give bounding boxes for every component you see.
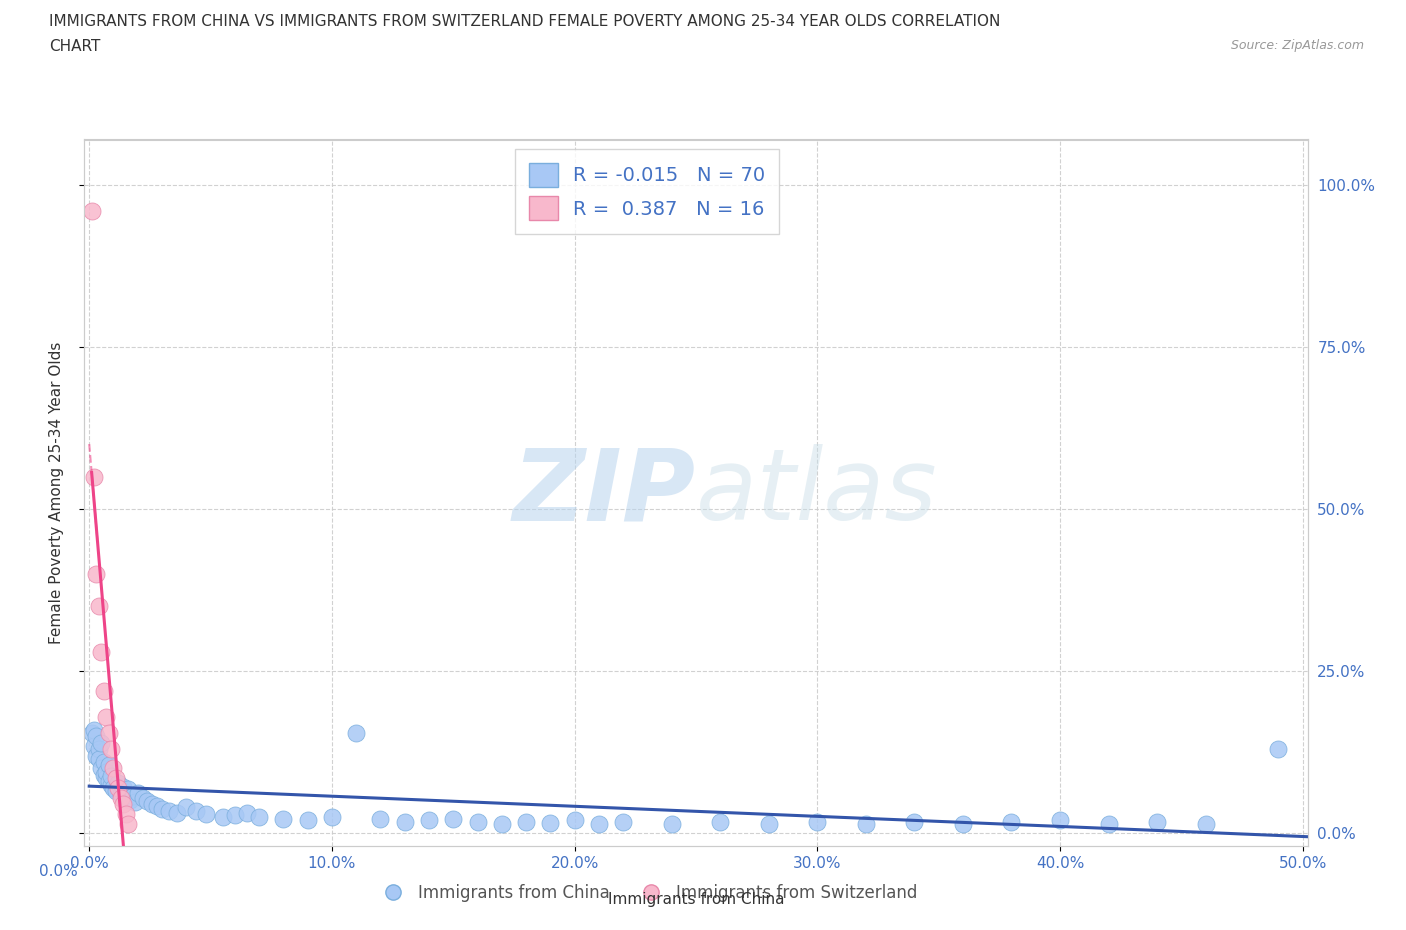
Text: CHART: CHART bbox=[49, 39, 101, 54]
Point bbox=[90, 735, 112, 750]
Point bbox=[224, 808, 246, 823]
Point bbox=[97, 758, 120, 773]
Point bbox=[1195, 817, 1218, 831]
Point bbox=[157, 804, 180, 818]
Point bbox=[86, 748, 108, 763]
Point bbox=[491, 817, 513, 831]
Point bbox=[538, 816, 561, 830]
Point bbox=[93, 767, 115, 782]
Point bbox=[83, 738, 105, 753]
Point bbox=[117, 782, 139, 797]
Point bbox=[127, 786, 149, 801]
Point bbox=[87, 751, 110, 766]
Point bbox=[83, 470, 105, 485]
Point bbox=[1097, 817, 1119, 831]
Point bbox=[107, 776, 129, 790]
Point bbox=[184, 804, 207, 818]
Point bbox=[97, 725, 120, 740]
Point bbox=[100, 741, 122, 756]
Point bbox=[588, 817, 610, 831]
Point bbox=[758, 817, 780, 831]
Text: Immigrants from China: Immigrants from China bbox=[607, 892, 785, 907]
Point bbox=[515, 815, 537, 830]
Point bbox=[236, 805, 259, 820]
Point bbox=[107, 780, 129, 795]
Point bbox=[93, 684, 115, 698]
Point bbox=[114, 806, 136, 821]
Point bbox=[86, 566, 108, 581]
Point bbox=[211, 810, 233, 825]
Point bbox=[564, 813, 586, 828]
Point bbox=[100, 769, 122, 784]
Point bbox=[124, 795, 146, 810]
Point bbox=[96, 710, 118, 724]
Point bbox=[176, 800, 198, 815]
Y-axis label: Female Poverty Among 25-34 Year Olds: Female Poverty Among 25-34 Year Olds bbox=[49, 341, 63, 644]
Point bbox=[661, 817, 683, 831]
Point bbox=[83, 722, 105, 737]
Point bbox=[1049, 813, 1071, 828]
Text: ZIP: ZIP bbox=[513, 445, 696, 541]
Point bbox=[100, 777, 122, 792]
Point bbox=[247, 810, 270, 825]
Point bbox=[112, 797, 135, 812]
Point bbox=[90, 761, 112, 776]
Point bbox=[110, 787, 132, 802]
Point bbox=[344, 725, 367, 740]
Point bbox=[418, 813, 440, 828]
Point bbox=[80, 725, 103, 740]
Point bbox=[136, 793, 159, 808]
Point bbox=[122, 789, 145, 804]
Point bbox=[120, 792, 142, 807]
Point bbox=[86, 728, 108, 743]
Point bbox=[112, 779, 135, 794]
Point bbox=[370, 812, 392, 827]
Point bbox=[394, 815, 416, 830]
Legend: Immigrants from China, Immigrants from Switzerland: Immigrants from China, Immigrants from S… bbox=[370, 877, 924, 909]
Point bbox=[87, 599, 110, 614]
Point bbox=[166, 805, 188, 820]
Point bbox=[90, 644, 112, 659]
Point bbox=[117, 817, 139, 831]
Point bbox=[612, 815, 634, 830]
Point bbox=[93, 754, 115, 769]
Point bbox=[146, 799, 169, 814]
Point bbox=[709, 815, 731, 830]
Point bbox=[103, 761, 125, 776]
Point bbox=[806, 815, 828, 830]
Text: IMMIGRANTS FROM CHINA VS IMMIGRANTS FROM SWITZERLAND FEMALE POVERTY AMONG 25-34 : IMMIGRANTS FROM CHINA VS IMMIGRANTS FROM… bbox=[49, 14, 1001, 29]
Text: 0.0%: 0.0% bbox=[39, 864, 79, 879]
Point bbox=[273, 812, 295, 827]
Point bbox=[104, 771, 127, 786]
Point bbox=[80, 204, 103, 219]
Point bbox=[1146, 815, 1168, 830]
Point bbox=[96, 771, 118, 786]
Point bbox=[855, 817, 877, 831]
Point bbox=[194, 806, 217, 821]
Point bbox=[110, 790, 132, 805]
Point bbox=[1000, 815, 1022, 830]
Point bbox=[1267, 741, 1289, 756]
Point bbox=[131, 790, 153, 805]
Text: atlas: atlas bbox=[696, 445, 938, 541]
Point bbox=[104, 784, 127, 799]
Point bbox=[87, 741, 110, 756]
Point bbox=[952, 817, 974, 831]
Point bbox=[141, 797, 163, 812]
Point bbox=[903, 815, 925, 830]
Point bbox=[114, 790, 136, 805]
Text: Source: ZipAtlas.com: Source: ZipAtlas.com bbox=[1230, 39, 1364, 52]
Point bbox=[441, 812, 464, 827]
Point bbox=[297, 813, 319, 828]
Point bbox=[150, 802, 173, 817]
Point bbox=[467, 815, 489, 830]
Point bbox=[96, 764, 118, 779]
Point bbox=[103, 780, 125, 795]
Point bbox=[321, 810, 343, 825]
Point bbox=[97, 774, 120, 789]
